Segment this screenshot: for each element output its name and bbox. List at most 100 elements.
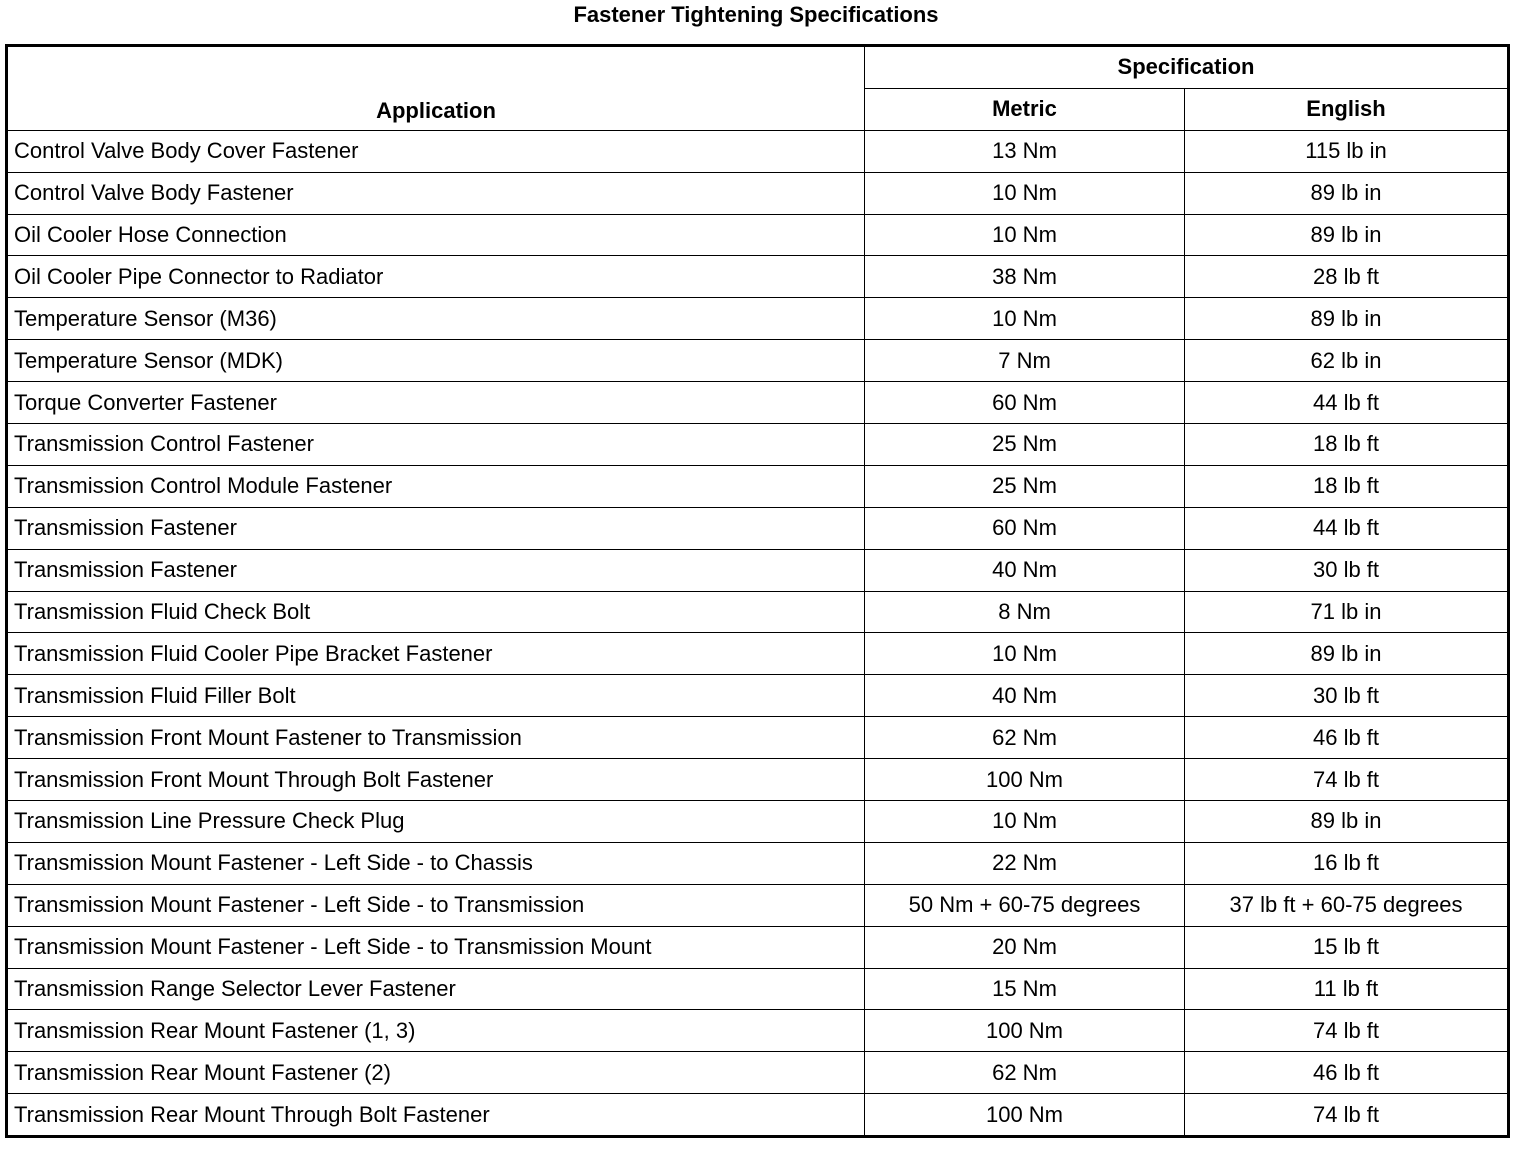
table-row: Oil Cooler Hose Connection 10 Nm 89 lb in	[6, 213, 1510, 257]
cell-application: Transmission Fluid Filler Bolt	[6, 674, 865, 718]
table-row: Transmission Mount Fastener - Left Side …	[6, 925, 1510, 969]
cell-application: Transmission Rear Mount Through Bolt Fas…	[6, 1093, 865, 1138]
cell-english: 89 lb in	[1183, 213, 1510, 257]
cell-application: Oil Cooler Hose Connection	[6, 213, 865, 257]
cell-english: 71 lb in	[1183, 590, 1510, 634]
table-row: Transmission Control Module Fastener 25 N…	[6, 464, 1510, 508]
table-row: Temperature Sensor (MDK) 7 Nm 62 lb in	[6, 339, 1510, 383]
cell-metric: 7 Nm	[864, 339, 1185, 383]
cell-application: Transmission Fastener	[6, 506, 865, 550]
cell-english: 74 lb ft	[1183, 1093, 1510, 1138]
cell-metric: 15 Nm	[864, 967, 1185, 1011]
cell-english: 18 lb ft	[1183, 464, 1510, 508]
table-row: Transmission Rear Mount Fastener (1, 3) 1…	[6, 1009, 1510, 1053]
cell-english: 30 lb ft	[1183, 548, 1510, 592]
header-application: Application	[6, 45, 865, 131]
cell-metric: 10 Nm	[864, 213, 1185, 257]
cell-application: Transmission Mount Fastener - Left Side …	[6, 841, 865, 885]
cell-application: Transmission Control Module Fastener	[6, 464, 865, 508]
cell-english: 15 lb ft	[1183, 925, 1510, 969]
cell-application: Temperature Sensor (M36)	[6, 297, 865, 341]
cell-english: 44 lb ft	[1183, 506, 1510, 550]
table-row: Control Valve Body Cover Fastener 13 Nm 11…	[6, 129, 1510, 173]
cell-english: 89 lb in	[1183, 800, 1510, 843]
cell-metric: 60 Nm	[864, 381, 1185, 425]
cell-application: Transmission Fluid Cooler Pipe Bracket F…	[6, 632, 865, 676]
cell-english: 74 lb ft	[1183, 758, 1510, 802]
cell-english: 74 lb ft	[1183, 1009, 1510, 1053]
cell-metric: 13 Nm	[864, 129, 1185, 173]
table-row: Transmission Front Mount Through Bolt Fa…	[6, 758, 1510, 802]
cell-application: Transmission Front Mount Fastener to Tra…	[6, 716, 865, 760]
cell-metric: 40 Nm	[864, 674, 1185, 718]
cell-english: 115 lb in	[1183, 129, 1510, 173]
cell-application: Temperature Sensor (MDK)	[6, 339, 865, 383]
cell-application: Transmission Rear Mount Fastener (1, 3)	[6, 1009, 865, 1053]
cell-metric: 50 Nm + 60-75 degrees	[864, 883, 1185, 927]
cell-english: 89 lb in	[1183, 632, 1510, 676]
table-row: Transmission Fluid Check Bolt 8 Nm 71 lb i…	[6, 590, 1510, 634]
table-row: Transmission Control Fastener 25 Nm 18 lb …	[6, 423, 1510, 466]
cell-metric: 100 Nm	[864, 1009, 1185, 1053]
table-row: Torque Converter Fastener 60 Nm 44 lb ft	[6, 381, 1510, 425]
cell-application: Control Valve Body Fastener	[6, 171, 865, 215]
cell-metric: 40 Nm	[864, 548, 1185, 592]
table-row: Transmission Rear Mount Through Bolt Fas…	[6, 1093, 1510, 1138]
cell-metric: 22 Nm	[864, 841, 1185, 885]
cell-application: Transmission Fastener	[6, 548, 865, 592]
cell-english: 89 lb in	[1183, 297, 1510, 341]
cell-application: Oil Cooler Pipe Connector to Radiator	[6, 255, 865, 299]
cell-metric: 100 Nm	[864, 758, 1185, 802]
header-metric: Metric	[864, 87, 1185, 131]
table-row: Transmission Line Pressure Check Plug 10 …	[6, 800, 1510, 843]
table-row: Transmission Rear Mount Fastener (2) 62 N…	[6, 1051, 1510, 1095]
cell-application: Transmission Fluid Check Bolt	[6, 590, 865, 634]
table-row: Transmission Range Selector Lever Fasten…	[6, 967, 1510, 1011]
cell-metric: 10 Nm	[864, 297, 1185, 341]
table-row: Transmission Fastener 60 Nm 44 lb ft	[6, 506, 1510, 550]
table-row: Oil Cooler Pipe Connector to Radiator 38 …	[6, 255, 1510, 299]
cell-metric: 8 Nm	[864, 590, 1185, 634]
cell-metric: 10 Nm	[864, 800, 1185, 843]
spec-table: Application Specification Metric English…	[5, 44, 1511, 1139]
cell-application: Transmission Line Pressure Check Plug	[6, 800, 865, 843]
header-english: English	[1183, 87, 1510, 131]
cell-application: Torque Converter Fastener	[6, 381, 865, 425]
table-row: Transmission Fluid Filler Bolt 40 Nm 30 lb…	[6, 674, 1510, 718]
cell-english: 28 lb ft	[1183, 255, 1510, 299]
cell-english: 46 lb ft	[1183, 1051, 1510, 1095]
cell-application: Transmission Mount Fastener - Left Side …	[6, 883, 865, 927]
cell-english: 11 lb ft	[1183, 967, 1510, 1011]
cell-application: Transmission Rear Mount Fastener (2)	[6, 1051, 865, 1095]
cell-metric: 60 Nm	[864, 506, 1185, 550]
cell-metric: 10 Nm	[864, 632, 1185, 676]
header-specification: Specification	[863, 45, 1510, 89]
cell-english: 89 lb in	[1183, 171, 1510, 215]
cell-application: Transmission Control Fastener	[6, 423, 865, 466]
cell-application: Transmission Mount Fastener - Left Side …	[6, 925, 865, 969]
table-row: Temperature Sensor (M36) 10 Nm 89 lb in	[6, 297, 1510, 341]
cell-english: 46 lb ft	[1183, 716, 1510, 760]
table-row: Transmission Mount Fastener - Left Side …	[6, 841, 1510, 885]
cell-metric: 25 Nm	[864, 423, 1185, 466]
cell-metric: 25 Nm	[864, 464, 1185, 508]
table-body: Control Valve Body Cover Fastener 13 Nm 11…	[6, 129, 1510, 1138]
table-row: Transmission Mount Fastener - Left Side …	[6, 883, 1510, 927]
table-row: Control Valve Body Fastener 10 Nm 89 lb in	[6, 171, 1510, 215]
cell-application: Transmission Front Mount Through Bolt Fa…	[6, 758, 865, 802]
title: Fastener Tightening Specifications	[573, 2, 939, 27]
cell-english: 44 lb ft	[1183, 381, 1510, 425]
table-row: Transmission Fluid Cooler Pipe Bracket F…	[6, 632, 1510, 676]
cell-english: 37 lb ft + 60-75 degrees	[1183, 883, 1510, 927]
cell-english: 62 lb in	[1183, 339, 1510, 383]
cell-metric: 38 Nm	[864, 255, 1185, 299]
cell-english: 30 lb ft	[1183, 674, 1510, 718]
cell-metric: 10 Nm	[864, 171, 1185, 215]
cell-metric: 100 Nm	[864, 1093, 1185, 1138]
cell-application: Control Valve Body Cover Fastener	[6, 129, 865, 173]
cell-english: 16 lb ft	[1183, 841, 1510, 885]
cell-metric: 62 Nm	[864, 1051, 1185, 1095]
cell-english: 18 lb ft	[1183, 423, 1510, 466]
table-row: Transmission Front Mount Fastener to Tra…	[6, 716, 1510, 760]
